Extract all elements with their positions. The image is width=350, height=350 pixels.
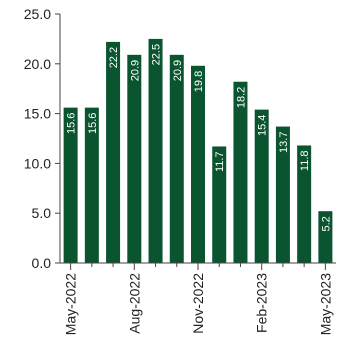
bar: [318, 211, 333, 263]
bar-value-label: 13.7: [278, 132, 290, 153]
bar-value-label: 11.8: [299, 150, 311, 171]
y-tick-label: 10.0: [24, 155, 51, 171]
bar: [169, 54, 184, 263]
bar-value-label: 11.7: [214, 151, 226, 172]
bar-value-label: 20.9: [172, 60, 184, 81]
bar-value-label: 22.2: [108, 47, 120, 68]
y-tick-label: 0.0: [32, 255, 52, 271]
bar-value-label: 20.9: [129, 60, 141, 81]
x-tick-label: Feb-2023: [254, 273, 270, 333]
bar: [106, 41, 121, 263]
y-tick-label: 20.0: [24, 56, 51, 72]
bar-value-label: 15.4: [257, 115, 269, 136]
bar: [148, 38, 163, 264]
x-tick-label: Nov-2022: [190, 273, 206, 334]
y-tick-label: 5.0: [32, 205, 52, 221]
x-tick-label: Aug-2022: [126, 273, 142, 334]
bar-value-label: 15.6: [87, 113, 99, 134]
bar: [84, 107, 99, 264]
bar-value-label: 15.6: [66, 113, 78, 134]
bar: [275, 126, 290, 263]
x-axis: May-2022 Aug-2022 Nov-2022 Feb-2023 May-2023: [60, 262, 336, 335]
bar: [254, 109, 269, 263]
bar-value-label: 5.2: [320, 216, 332, 231]
x-tick-label: May-2022: [63, 273, 79, 335]
y-axis: 0.0 5.0 10.0 15.0 20.0 25.0: [24, 6, 61, 271]
y-tick-label: 25.0: [24, 6, 51, 22]
bar: [127, 54, 142, 263]
y-tick-label: 15.0: [24, 106, 51, 122]
bars: 15.6 15.6 22.2 20.9 22.5 20.9 19.8 11.7 18.2 15.4…: [63, 38, 333, 264]
bar: [297, 145, 312, 263]
bar: [191, 65, 205, 264]
bar: [233, 81, 248, 263]
bar-value-label: 22.5: [151, 44, 163, 65]
bar: [63, 107, 78, 264]
bar-value-label: 19.8: [193, 71, 205, 92]
bar: [212, 146, 227, 263]
bar-value-label: 18.2: [235, 87, 247, 108]
x-tick-label: May-2023: [317, 273, 333, 335]
